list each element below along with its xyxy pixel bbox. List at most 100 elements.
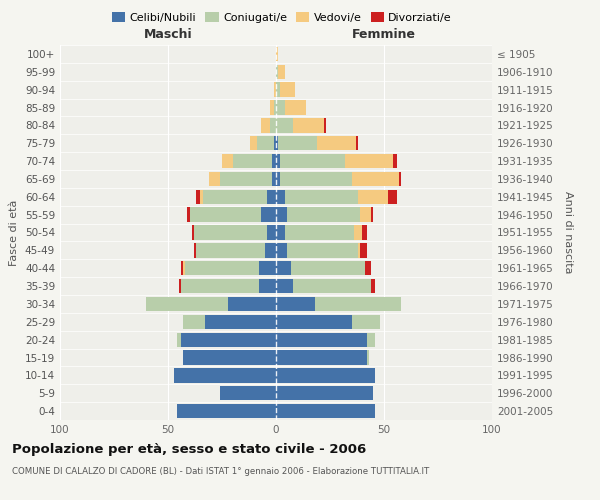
Bar [352, 172, 399, 186]
Bar [392, 154, 397, 168]
Y-axis label: Fasce di età: Fasce di età [10, 200, 19, 266]
Bar [261, 208, 276, 222]
Bar [203, 190, 268, 204]
Bar [291, 261, 365, 276]
Bar [229, 297, 276, 311]
Bar [345, 154, 392, 168]
Bar [276, 208, 287, 222]
Bar [293, 279, 371, 293]
Bar [179, 279, 181, 293]
Bar [185, 261, 259, 276]
Bar [276, 226, 284, 239]
Bar [317, 136, 356, 150]
Bar [284, 100, 306, 114]
Bar [367, 332, 376, 347]
Bar [222, 154, 233, 168]
Bar [276, 47, 278, 61]
Bar [276, 64, 278, 79]
Bar [220, 172, 272, 186]
Bar [181, 279, 259, 293]
Y-axis label: Anni di nascita: Anni di nascita [563, 191, 573, 274]
Bar [269, 118, 276, 132]
Bar [259, 279, 276, 293]
Bar [284, 226, 354, 239]
Bar [194, 226, 268, 239]
Bar [323, 118, 326, 132]
Bar [183, 314, 205, 329]
Bar [187, 208, 190, 222]
Bar [176, 332, 181, 347]
Bar [278, 136, 317, 150]
Bar [276, 154, 280, 168]
Bar [276, 261, 291, 276]
Bar [276, 350, 367, 364]
Bar [209, 172, 220, 186]
Bar [192, 226, 194, 239]
Bar [287, 208, 360, 222]
Bar [399, 172, 401, 186]
Bar [280, 82, 295, 97]
Bar [354, 226, 362, 239]
Bar [183, 350, 276, 364]
Bar [276, 332, 367, 347]
Bar [272, 154, 276, 168]
Bar [259, 261, 276, 276]
Bar [315, 297, 401, 311]
Bar [276, 136, 278, 150]
Bar [269, 100, 274, 114]
Bar [352, 314, 380, 329]
Bar [365, 261, 371, 276]
Bar [196, 243, 265, 258]
Bar [367, 350, 369, 364]
Bar [360, 243, 367, 258]
Bar [293, 118, 323, 132]
Bar [371, 279, 376, 293]
Bar [388, 190, 397, 204]
Bar [278, 64, 284, 79]
Bar [190, 208, 261, 222]
Bar [280, 172, 352, 186]
Bar [205, 314, 276, 329]
Bar [265, 243, 276, 258]
Bar [276, 404, 376, 418]
Bar [284, 190, 358, 204]
Bar [287, 243, 358, 258]
Bar [276, 368, 376, 382]
Bar [181, 261, 183, 276]
Bar [250, 136, 257, 150]
Bar [276, 190, 284, 204]
Bar [276, 172, 280, 186]
Bar [276, 386, 373, 400]
Bar [272, 172, 276, 186]
Bar [276, 100, 284, 114]
Legend: Celibi/Nubili, Coniugati/e, Vedovi/e, Divorziati/e: Celibi/Nubili, Coniugati/e, Vedovi/e, Di… [107, 8, 457, 28]
Bar [175, 368, 276, 382]
Bar [233, 154, 272, 168]
Bar [261, 118, 269, 132]
Bar [371, 208, 373, 222]
Bar [276, 82, 280, 97]
Bar [181, 332, 276, 347]
Bar [194, 243, 196, 258]
Bar [276, 118, 293, 132]
Bar [358, 243, 360, 258]
Text: COMUNE DI CALALZO DI CADORE (BL) - Dati ISTAT 1° gennaio 2006 - Elaborazione TUT: COMUNE DI CALALZO DI CADORE (BL) - Dati … [12, 468, 429, 476]
Bar [356, 136, 358, 150]
Bar [358, 190, 388, 204]
Text: Popolazione per età, sesso e stato civile - 2006: Popolazione per età, sesso e stato civil… [12, 442, 366, 456]
Bar [274, 136, 276, 150]
Text: Maschi: Maschi [143, 28, 193, 42]
Bar [276, 243, 287, 258]
Bar [176, 404, 276, 418]
Bar [257, 136, 274, 150]
Bar [268, 190, 276, 204]
Bar [360, 208, 371, 222]
Bar [220, 386, 276, 400]
Bar [274, 82, 276, 97]
Bar [280, 154, 345, 168]
Bar [268, 226, 276, 239]
Bar [274, 100, 276, 114]
Bar [196, 190, 200, 204]
Bar [183, 261, 185, 276]
Bar [362, 226, 367, 239]
